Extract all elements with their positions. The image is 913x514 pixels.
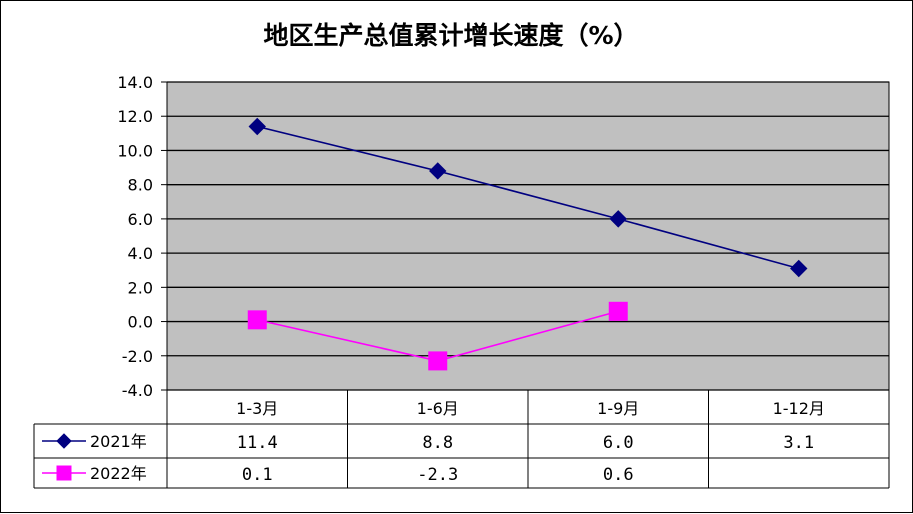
y-tick-label: 6.0: [128, 210, 153, 229]
y-tick-label: 14.0: [117, 73, 153, 92]
x-category-label: 1-12月: [773, 399, 825, 418]
data-label: 6.0: [603, 433, 634, 453]
y-tick-label: 0.0: [128, 313, 153, 332]
legend-marker: [56, 465, 72, 481]
data-point: [609, 210, 627, 228]
data-label: 11.4: [237, 433, 278, 453]
data-point: [608, 301, 628, 321]
data-point: [248, 117, 266, 136]
legend-series-name: 2022年: [90, 464, 147, 483]
y-tick-label: 12.0: [117, 107, 153, 126]
y-tick-label: 8.0: [128, 176, 153, 195]
x-category-label: 1-9月: [597, 399, 639, 418]
x-category-label: 1-6月: [417, 399, 459, 418]
data-label: -2.3: [417, 465, 458, 485]
y-tick-label: 4.0: [128, 244, 153, 263]
data-point: [429, 162, 447, 180]
y-tick-label: 10.0: [117, 141, 153, 160]
chart-title: 地区生产总值累计增长速度（%）: [263, 21, 638, 50]
y-tick-label: -2.0: [122, 347, 153, 366]
data-label: 0.6: [603, 465, 634, 485]
data-label: 0.1: [242, 465, 273, 485]
y-tick-label: 2.0: [128, 278, 153, 297]
x-category-label: 1-3月: [236, 399, 278, 418]
legend-series-name: 2021年: [90, 432, 147, 451]
data-point: [790, 259, 808, 278]
data-label: 3.1: [783, 433, 814, 453]
y-tick-label: -4.0: [122, 381, 153, 400]
series-line: [257, 125, 799, 270]
data-point: [247, 310, 267, 330]
data-label: 8.8: [422, 433, 453, 453]
plot-area: [166, 81, 890, 391]
legend-marker: [56, 433, 72, 449]
data-point: [428, 351, 448, 371]
